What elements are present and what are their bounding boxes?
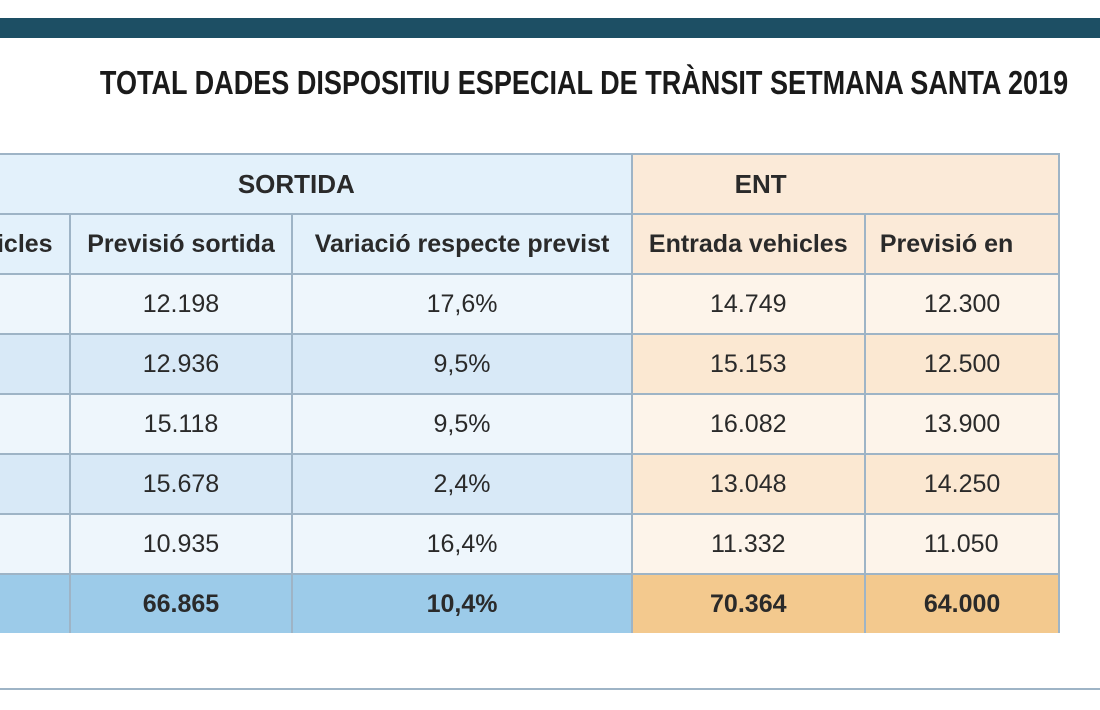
table-row: 2 12.936 9,5% 15.153 12.500 <box>0 333 1061 395</box>
traffic-table: SORTIDA ENT icles Previsió sortida Varia… <box>0 153 1061 633</box>
table-row: 3 15.678 2,4% 13.048 14.250 <box>0 453 1061 515</box>
cell-entrada-vehicles: 13.048 <box>630 453 866 515</box>
cell-previsio-sortida: 12.936 <box>68 333 294 395</box>
cell-previsio-entrada: 12.500 <box>863 333 1061 395</box>
cell-sortida-vehicles: 3 <box>0 513 71 575</box>
cell-sortida-vehicles: 3 <box>0 453 71 515</box>
cell-sortida-vehicles: 1 <box>0 393 71 455</box>
col-header-entrada-vehicles: Entrada vehicles <box>630 213 866 275</box>
col-header-previsio-entrada: Previsió en <box>863 213 1061 275</box>
cell-variacio: 16,4% <box>291 513 633 575</box>
page-title: TOTAL DADES DISPOSITIU ESPECIAL DE TRÀNS… <box>99 64 1069 101</box>
cell-previsio-entrada: 14.250 <box>863 453 1061 515</box>
total-previsio-sortida: 66.865 <box>68 573 294 633</box>
cell-variacio: 9,5% <box>291 333 633 395</box>
total-row: 4 66.865 10,4% 70.364 64.000 <box>0 573 1061 633</box>
cell-entrada-vehicles: 15.153 <box>630 333 866 395</box>
total-sortida-vehicles: 4 <box>0 573 71 633</box>
traffic-table-viewport: SORTIDA ENT icles Previsió sortida Varia… <box>0 153 1100 633</box>
bottom-divider <box>0 688 1100 690</box>
cell-variacio: 9,5% <box>291 393 633 455</box>
cell-previsio-sortida: 10.935 <box>68 513 294 575</box>
cell-entrada-vehicles: 11.332 <box>630 513 866 575</box>
total-previsio-entrada: 64.000 <box>863 573 1061 633</box>
cell-sortida-vehicles: 2 <box>0 333 71 395</box>
group-header-sortida: SORTIDA <box>0 153 633 215</box>
cell-variacio: 17,6% <box>291 273 633 335</box>
cell-previsio-entrada: 13.900 <box>863 393 1061 455</box>
table-row: 1 15.118 9,5% 16.082 13.900 <box>0 393 1061 455</box>
total-entrada-vehicles: 70.364 <box>630 573 866 633</box>
group-header-entrada: ENT <box>630 153 1061 215</box>
cell-previsio-entrada: 12.300 <box>863 273 1061 335</box>
cell-variacio: 2,4% <box>291 453 633 515</box>
top-bar <box>0 18 1100 38</box>
col-header-sortida-vehicles: icles <box>0 213 71 275</box>
group-header-row: SORTIDA ENT <box>0 153 1061 215</box>
col-header-previsio-sortida: Previsió sortida <box>68 213 294 275</box>
cell-previsio-entrada: 11.050 <box>863 513 1061 575</box>
cell-entrada-vehicles: 14.749 <box>630 273 866 335</box>
table-row: 3 10.935 16,4% 11.332 11.050 <box>0 513 1061 575</box>
cell-previsio-sortida: 15.118 <box>68 393 294 455</box>
cell-previsio-sortida: 12.198 <box>68 273 294 335</box>
cell-sortida-vehicles: 0 <box>0 273 71 335</box>
col-header-variacio: Variació respecte previst <box>291 213 633 275</box>
table-row: 0 12.198 17,6% 14.749 12.300 <box>0 273 1061 335</box>
cell-entrada-vehicles: 16.082 <box>630 393 866 455</box>
total-variacio: 10,4% <box>291 573 633 633</box>
column-header-row: icles Previsió sortida Variació respecte… <box>0 213 1061 275</box>
cell-previsio-sortida: 15.678 <box>68 453 294 515</box>
